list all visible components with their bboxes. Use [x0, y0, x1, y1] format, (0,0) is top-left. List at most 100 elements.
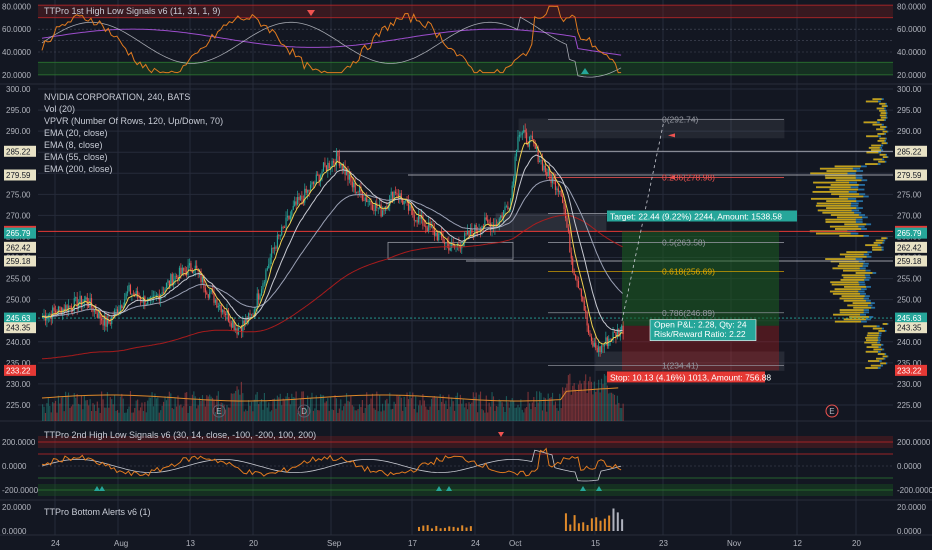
- right-price-tag-bg: [895, 364, 927, 376]
- candle-body: [226, 310, 228, 316]
- candle-body: [550, 175, 552, 184]
- symbol-title[interactable]: NVIDIA CORPORATION, 240, BATS: [44, 92, 191, 102]
- osc-right-tick: 0.0000: [897, 462, 922, 471]
- indicator-ema-8[interactable]: EMA (8, close): [44, 140, 103, 150]
- volume-bar: [168, 391, 170, 421]
- candle-body: [587, 325, 590, 334]
- alert-bar: [469, 526, 472, 531]
- volume-bar: [364, 407, 366, 421]
- volume-bar: [485, 395, 487, 421]
- volume-bar: [114, 394, 116, 421]
- candle-body: [466, 230, 469, 235]
- right-axis-tick: 255.00: [897, 275, 922, 284]
- candle-body: [191, 270, 193, 274]
- volume-bar: [544, 398, 546, 421]
- left-axis-tick: 255.00: [6, 275, 31, 284]
- candle-body: [335, 151, 338, 166]
- volume-bar: [289, 404, 291, 421]
- indicator-ema-20[interactable]: EMA (20, close): [44, 128, 108, 138]
- vp-row-down: [819, 167, 853, 170]
- candle-body: [135, 290, 137, 296]
- left-price-tag-bg: [4, 364, 36, 376]
- volume-bar: [466, 409, 469, 421]
- osc-buy-icon: [94, 486, 100, 491]
- candle-body: [155, 295, 157, 297]
- indicator-vpvr[interactable]: VPVR (Number Of Rows, 120, Up/Down, 70): [44, 116, 224, 126]
- candle-body: [256, 293, 258, 309]
- vp-row-down: [832, 292, 860, 295]
- candle-body: [282, 226, 284, 228]
- rsi-pane-title[interactable]: TTPro 1st High Low Signals v6 (11, 31, 1…: [44, 6, 221, 16]
- bottom-pane-title[interactable]: TTPro Bottom Alerts v6 (1): [44, 507, 151, 517]
- volume-bar: [337, 412, 339, 421]
- volume-bar: [174, 398, 176, 421]
- volume-bar: [119, 396, 121, 421]
- right-price-tag: 279.59: [897, 171, 922, 180]
- volume-bar: [103, 407, 106, 421]
- indicator-ema-200[interactable]: EMA (200, close): [44, 164, 113, 174]
- right-price-tag-bg: [895, 322, 927, 334]
- candle-body: [513, 178, 515, 186]
- osc-pane-title[interactable]: TTPro 2nd High Low Signals v6 (30, 14, c…: [44, 430, 317, 440]
- grid: [0, 0, 932, 536]
- vp-row-down: [825, 258, 856, 260]
- candle-body: [490, 223, 492, 230]
- osc-left-tick: -200.0000: [2, 486, 39, 495]
- volume-bar: [459, 394, 461, 421]
- rsi-left-tick: 60.0000: [2, 25, 31, 34]
- candle-body: [161, 292, 163, 295]
- right-axis-tick: 300.00: [897, 85, 922, 94]
- left-axis-tick: 235.00: [6, 359, 31, 368]
- candle-body: [438, 233, 440, 241]
- candle-body: [328, 162, 330, 169]
- volume-bar: [209, 394, 211, 421]
- volume-bar: [155, 398, 157, 421]
- volume-bar: [527, 391, 529, 421]
- ema-8-line: [41, 139, 623, 345]
- vp-row-down: [876, 128, 884, 131]
- volume-bar: [128, 406, 130, 421]
- candle-body: [363, 200, 365, 202]
- vp-row-down: [853, 306, 872, 309]
- volume-bar: [487, 412, 489, 421]
- vp-row-down: [878, 160, 885, 163]
- vp-row-down: [865, 100, 879, 103]
- pnl-label-bg: [649, 319, 757, 341]
- volume-bar: [80, 395, 83, 421]
- left-axis-tick: 240.00: [6, 338, 31, 347]
- volume-bar: [318, 410, 320, 421]
- volume-bar: [567, 375, 569, 421]
- candle-body: [549, 168, 551, 176]
- target-label-bg: [607, 210, 797, 222]
- indicator-vol[interactable]: Vol (20): [44, 104, 76, 114]
- candle-body: [294, 201, 296, 206]
- vp-row-down: [882, 130, 888, 133]
- candle-body: [269, 257, 271, 265]
- volume-bar: [541, 410, 544, 421]
- volume-bar: [386, 398, 388, 421]
- candle-body: [259, 295, 261, 300]
- candle-body: [320, 175, 322, 182]
- volume-bar: [534, 406, 536, 421]
- rsi-signal-line: [41, 16, 622, 78]
- volume-bar: [125, 412, 127, 421]
- candle-body: [308, 189, 310, 192]
- vp-row-down: [839, 311, 864, 314]
- indicator-ema-55[interactable]: EMA (55, close): [44, 152, 108, 162]
- volume-bar: [214, 412, 217, 421]
- vp-row-down: [879, 153, 886, 156]
- vp-row-down: [879, 114, 886, 117]
- vp-row-down: [843, 276, 866, 279]
- candle-body: [98, 311, 100, 318]
- candle-body: [103, 315, 106, 326]
- volume-bar: [338, 408, 340, 421]
- right-axis-tick: 235.00: [897, 359, 922, 368]
- left-price-tag: 262.42: [6, 243, 31, 252]
- volume-bar: [108, 407, 110, 421]
- candle-body: [527, 143, 529, 147]
- vp-row-down: [873, 348, 883, 351]
- candle-body: [618, 329, 620, 337]
- candle-body: [612, 331, 614, 341]
- volume-bar: [521, 409, 523, 421]
